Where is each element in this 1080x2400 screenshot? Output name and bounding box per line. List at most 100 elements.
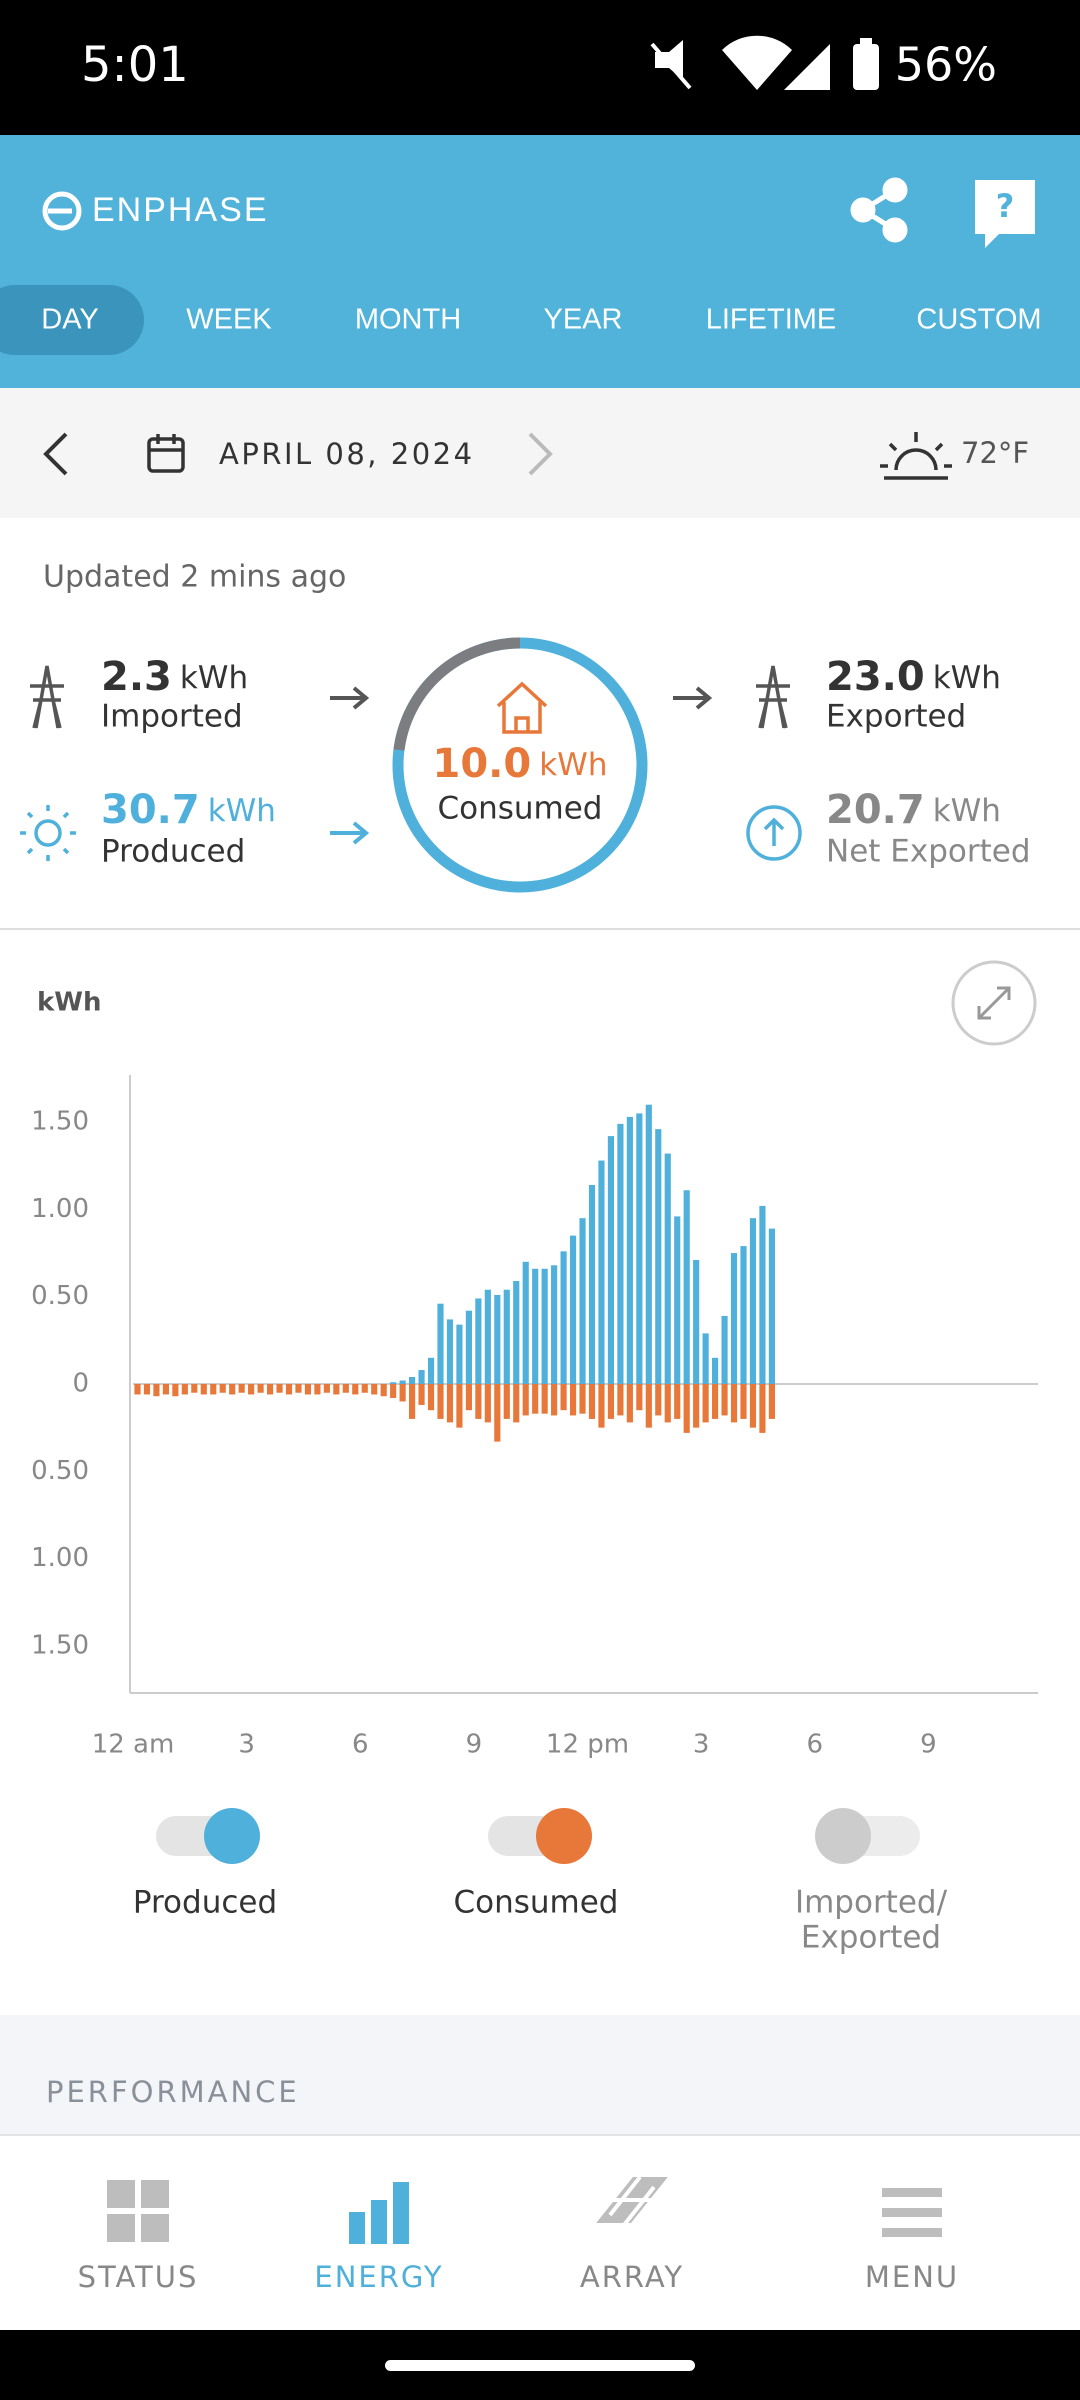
period-tab[interactable]: LIFETIME: [706, 304, 837, 336]
bar: [579, 1218, 586, 1384]
period-tab[interactable]: WEEK: [186, 304, 272, 336]
bar: [210, 1384, 217, 1395]
nav-icon-part: [882, 2188, 942, 2197]
nav-icon-part: [882, 2208, 942, 2217]
nav-label: STATUS: [78, 2260, 199, 2294]
next-day[interactable]: [528, 432, 553, 476]
bar: [749, 1218, 757, 1384]
bar: [712, 1357, 719, 1384]
bar: [693, 1260, 700, 1384]
x-tick-label: 6: [352, 1730, 369, 1760]
bar: [693, 1384, 700, 1428]
bar: [465, 1310, 472, 1384]
y-tick-label: 1.00: [31, 1194, 89, 1224]
bar: [418, 1384, 425, 1405]
bar: [588, 1184, 596, 1384]
bar: [655, 1384, 662, 1416]
y-tick-label: 1.50: [31, 1107, 89, 1137]
bar: [437, 1384, 444, 1419]
period-tab[interactable]: YEAR: [544, 304, 623, 336]
exported-value: 23.0 kWh: [826, 654, 1001, 700]
bar: [494, 1384, 501, 1442]
bar: [266, 1384, 274, 1395]
y-tick-label: 1.00: [31, 1543, 89, 1573]
x-tick-label: 3: [238, 1730, 255, 1760]
nav-item[interactable]: STATUS: [78, 2180, 199, 2294]
bar: [437, 1303, 444, 1384]
bar: [702, 1384, 709, 1423]
active-tab-pill: [0, 285, 144, 355]
bar: [295, 1384, 302, 1393]
toggle-knob[interactable]: [204, 1808, 260, 1864]
bar: [588, 1384, 596, 1419]
house-icon: [496, 681, 548, 734]
bar: [276, 1384, 283, 1393]
section-title: PERFORMANCE: [46, 2075, 300, 2109]
bar: [323, 1384, 330, 1393]
bar: [532, 1384, 539, 1414]
bar: [427, 1357, 435, 1384]
bar: [569, 1384, 577, 1416]
bar: [560, 1251, 567, 1384]
bar: [626, 1116, 633, 1384]
bar: [598, 1384, 605, 1428]
plot: 1.50 1.00 0.50 0 0.50 1.00 1.50 12 am 3 6 9 12 pm 3 6…: [31, 1075, 1038, 1760]
bar: [172, 1384, 179, 1397]
bar: [664, 1153, 671, 1384]
chart-toggles: Produced Consumed Imported/Exported: [133, 1808, 948, 1956]
bar: [721, 1315, 728, 1384]
nav-item[interactable]: ENERGY: [314, 2182, 443, 2294]
consumption-ring: [392, 637, 648, 893]
nav-label: ARRAY: [580, 2260, 684, 2294]
expand-button[interactable]: [951, 960, 1037, 1046]
bar: [484, 1289, 491, 1384]
y-tick-label: 0.50: [31, 1456, 89, 1486]
date-label[interactable]: APRIL 08, 2024: [219, 437, 475, 471]
imported-value: 2.3 kWh: [101, 654, 248, 700]
bar: [721, 1384, 728, 1416]
bar: [446, 1319, 454, 1384]
period-tab[interactable]: DAY: [41, 304, 98, 336]
bar: [712, 1384, 719, 1419]
home-indicator[interactable]: [385, 2360, 695, 2371]
calendar-icon[interactable]: [147, 434, 185, 473]
battery-percent: 56%: [895, 38, 997, 92]
nav-icon-part: [882, 2228, 942, 2237]
bar: [494, 1294, 501, 1384]
produced-unit: kWh: [208, 793, 276, 829]
bar: [532, 1268, 539, 1384]
bar: [569, 1235, 577, 1384]
imported-label: Imported: [101, 699, 243, 735]
bar: [522, 1384, 529, 1416]
toggle-knob[interactable]: [815, 1808, 871, 1864]
share-button[interactable]: [850, 177, 908, 243]
bar: [200, 1384, 207, 1395]
period-tab[interactable]: CUSTOM: [916, 304, 1041, 336]
nav-icon-part: [349, 2212, 365, 2244]
brand-name: ENPHASE: [92, 191, 269, 229]
exported-number: 23.0: [826, 654, 925, 700]
bar: [551, 1265, 558, 1384]
flow-arrows: [330, 686, 713, 845]
previous-day[interactable]: [43, 432, 68, 476]
bar: [551, 1384, 558, 1416]
toggle-knob[interactable]: [536, 1808, 592, 1864]
bar: [390, 1382, 397, 1384]
bar: [143, 1384, 151, 1395]
period-tab[interactable]: MONTH: [355, 304, 461, 336]
bar: [579, 1384, 586, 1414]
bar: [409, 1377, 416, 1384]
bar: [285, 1384, 293, 1395]
nav-item[interactable]: MENU: [865, 2188, 959, 2294]
bar: [645, 1104, 652, 1384]
nav-icon-part: [107, 2180, 135, 2208]
svg-text:?: ?: [996, 187, 1015, 225]
produced-label: Produced: [101, 834, 245, 870]
nav-icon-part: [371, 2200, 387, 2244]
status-icons: [650, 35, 879, 90]
nav-item[interactable]: ARRAY: [580, 2173, 684, 2294]
legend-label: Consumed: [453, 1885, 618, 1921]
help-button[interactable]: ?: [975, 180, 1035, 248]
legend-label: Exported: [801, 1920, 941, 1956]
exported-label: Exported: [826, 699, 966, 735]
